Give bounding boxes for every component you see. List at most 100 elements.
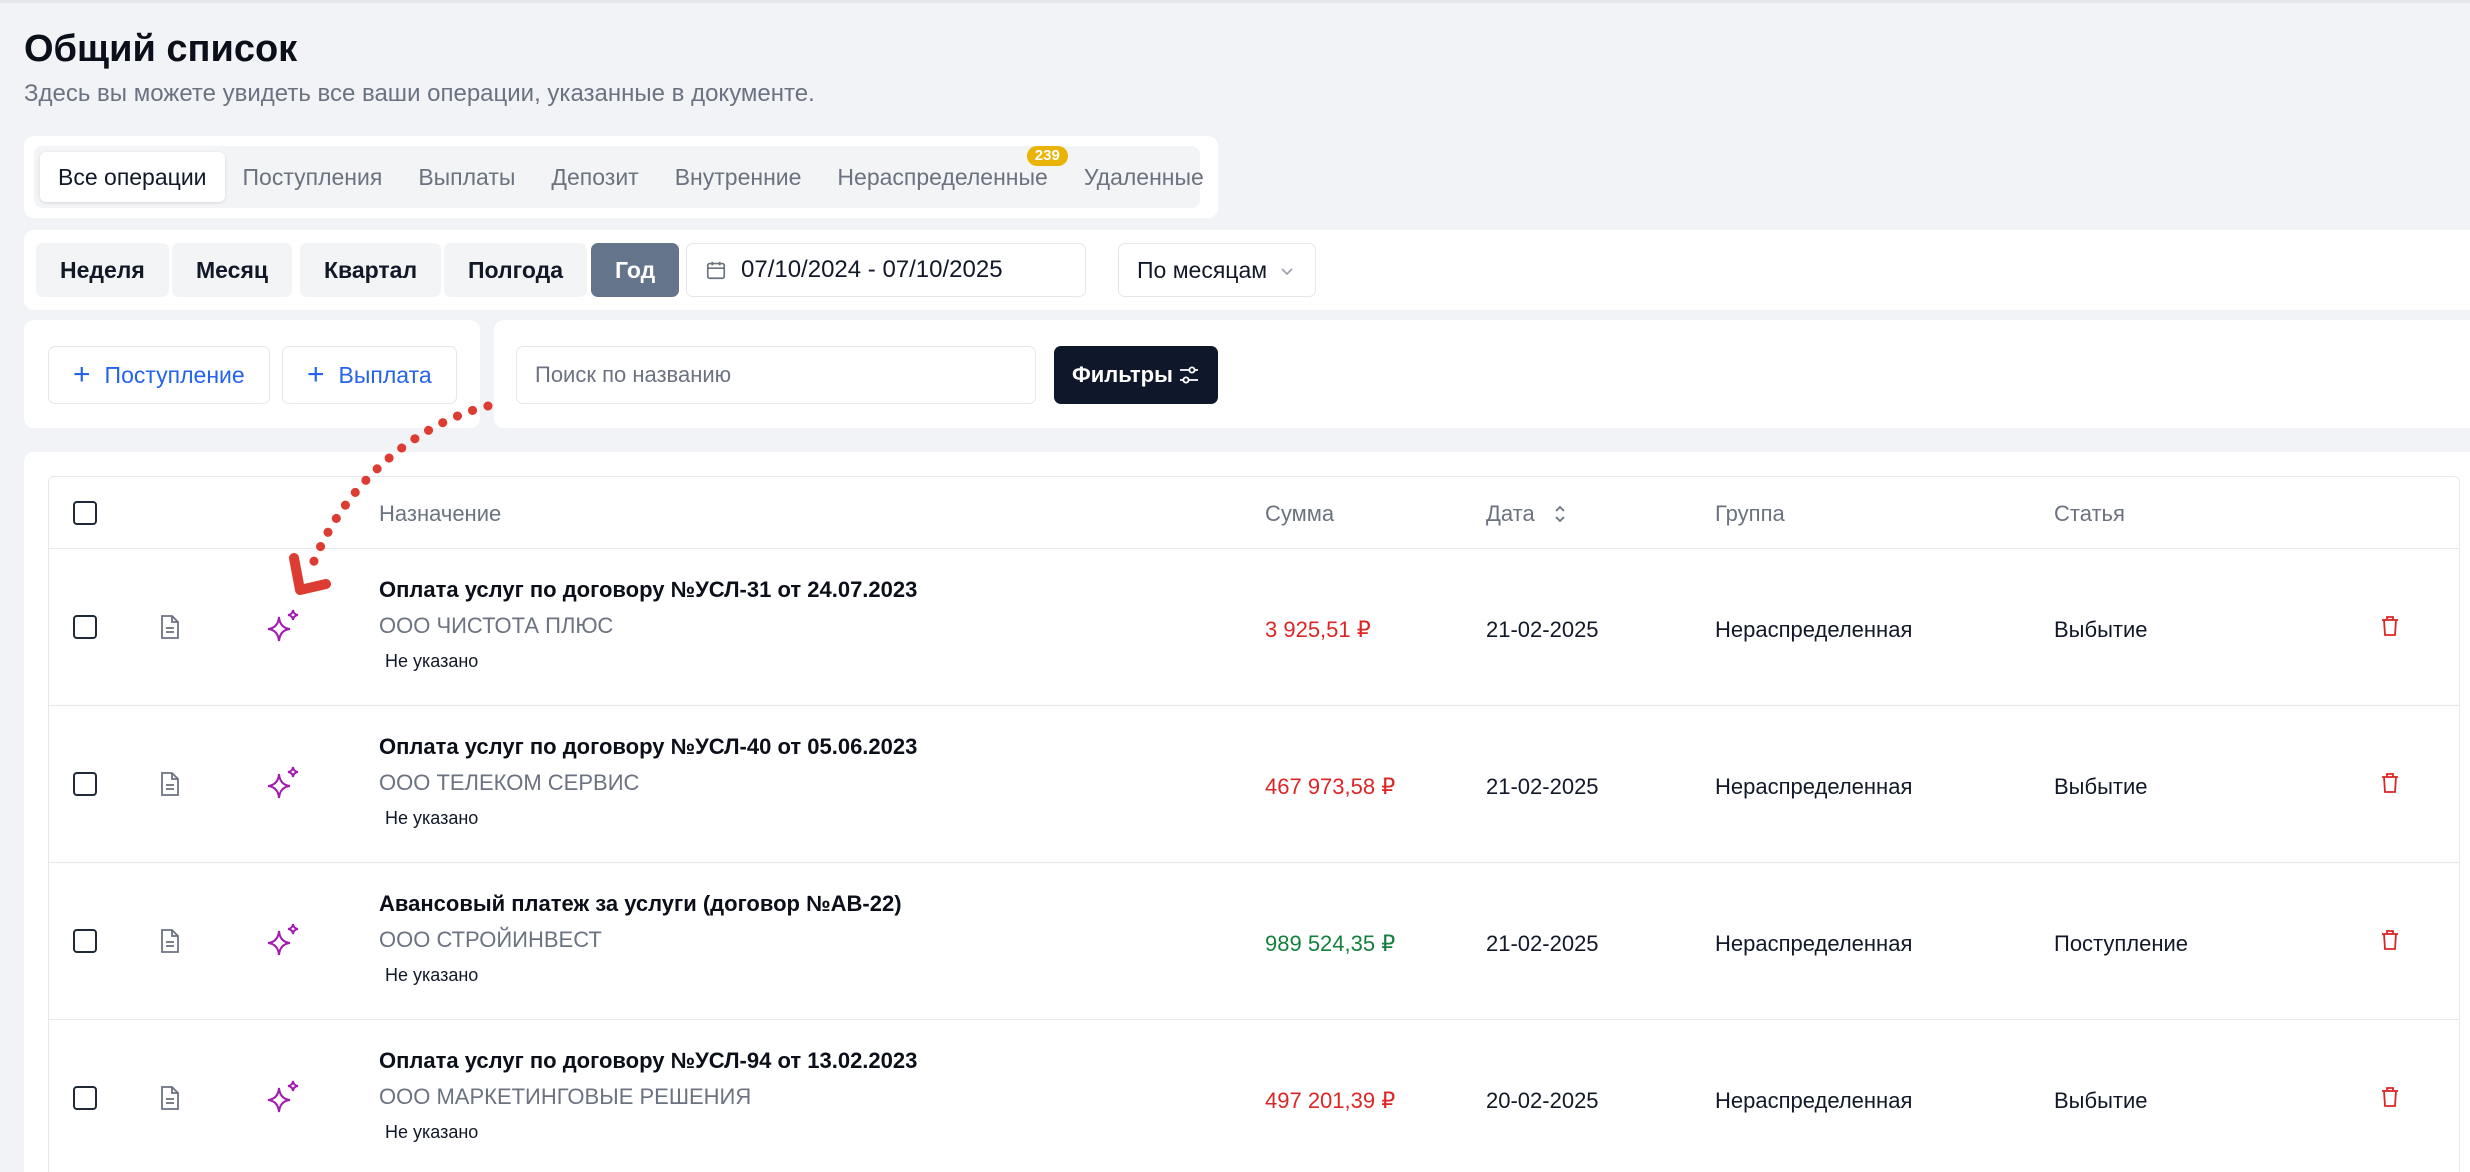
operation-article: Выбытие [2054, 1088, 2148, 1113]
operation-sum: 989 524,35 ₽ [1265, 931, 1396, 956]
sparkles-icon[interactable] [263, 607, 303, 647]
operation-note: Не указано [385, 651, 479, 671]
operation-note: Не указано [385, 808, 479, 828]
row-checkbox[interactable] [73, 615, 97, 639]
date-range-picker[interactable]: 07/10/2024 - 07/10/2025 [686, 243, 1086, 297]
trash-icon[interactable] [2381, 929, 2399, 951]
operation-group: Нераспределенная [1715, 617, 1913, 642]
tab-label: Удаленные [1083, 163, 1204, 190]
top-divider [0, 0, 2470, 3]
tab-label: Все операции [58, 163, 207, 190]
column-article: Статья [2054, 501, 2125, 526]
row-checkbox[interactable] [73, 1086, 97, 1110]
table-row: Авансовый платеж за услуги (договор №АВ-… [49, 863, 2459, 1020]
operation-sum: 467 973,58 ₽ [1265, 774, 1396, 799]
counterparty: ООО МАРКЕТИНГОВЫЕ РЕШЕНИЯ [379, 1084, 752, 1109]
sparkles-icon[interactable] [263, 921, 303, 961]
column-date-label: Дата [1486, 501, 1535, 526]
tab-label: Поступления [242, 163, 383, 190]
operation-group: Нераспределенная [1715, 1088, 1913, 1113]
counterparty: ООО ТЕЛЕКОМ СЕРВИС [379, 770, 640, 795]
operation-date: 20-02-2025 [1486, 1088, 1599, 1113]
period-month-button[interactable]: Месяц [172, 243, 292, 297]
operation-note: Не указано [385, 1122, 479, 1142]
sort-icon[interactable] [1553, 505, 1567, 523]
plus-icon: + [307, 358, 325, 391]
sparkles-icon[interactable] [263, 764, 303, 804]
sliders-icon [1180, 366, 1198, 384]
operation-article: Выбытие [2054, 774, 2148, 799]
period-quarter-button[interactable]: Квартал [300, 243, 442, 297]
add-income-label: Поступление [104, 361, 245, 388]
add-payout-button[interactable]: + Выплата [282, 346, 457, 404]
operation-article: Поступление [2054, 931, 2189, 956]
operation-group: Нераспределенная [1715, 931, 1913, 956]
operation-sum: 497 201,39 ₽ [1265, 1088, 1396, 1113]
column-sum: Сумма [1265, 501, 1335, 526]
operation-note: Не указано [385, 965, 479, 985]
trash-icon[interactable] [2381, 1086, 2399, 1108]
unallocated-count-badge: 239 [1026, 146, 1068, 166]
tab-label: Депозит [551, 163, 639, 190]
document-icon[interactable] [159, 771, 181, 797]
operation-date: 21-02-2025 [1486, 931, 1599, 956]
trash-icon[interactable] [2381, 772, 2399, 794]
table-row: Оплата услуг по договору №УСЛ-94 от 13.0… [49, 1020, 2459, 1172]
select-all-checkbox[interactable] [73, 501, 97, 525]
table-header: Назначение Сумма Дата Группа Статья [49, 477, 2459, 549]
document-icon[interactable] [159, 614, 181, 640]
trash-icon[interactable] [2381, 615, 2399, 637]
period-week-button[interactable]: Неделя [36, 243, 169, 297]
document-icon[interactable] [159, 928, 181, 954]
tab-label: Внутренние [674, 163, 802, 190]
column-date[interactable]: Дата [1486, 501, 1567, 527]
counterparty: ООО ЧИСТОТА ПЛЮС [379, 613, 614, 638]
tab-internal[interactable]: Внутренние [657, 152, 820, 202]
column-purpose: Назначение [379, 501, 502, 526]
tab-label: Выплаты [418, 163, 516, 190]
operation-date: 21-02-2025 [1486, 774, 1599, 799]
operation-title: Оплата услуг по договору №УСЛ-94 от 13.0… [379, 1048, 918, 1073]
date-range-value: 07/10/2024 - 07/10/2025 [741, 256, 1003, 283]
page-title: Общий список [24, 28, 298, 70]
operation-date: 21-02-2025 [1486, 617, 1599, 642]
operation-title: Оплата услуг по договору №УСЛ-31 от 24.0… [379, 577, 918, 602]
period-halfyear-button[interactable]: Полгода [444, 243, 588, 297]
filters-label: Фильтры [1072, 362, 1173, 387]
search-input[interactable] [516, 346, 1036, 404]
sparkles-icon[interactable] [263, 1078, 303, 1118]
search-card: Фильтры [494, 320, 2470, 428]
counterparty: ООО СТРОЙИНВЕСТ [379, 927, 602, 952]
tab-unallocated[interactable]: Нераспределенные 239 [819, 146, 1068, 202]
tab-all-operations[interactable]: Все операции [40, 152, 225, 202]
document-icon[interactable] [159, 1085, 181, 1111]
tab-incomes[interactable]: Поступления [225, 152, 401, 202]
table-row: Оплата услуг по договору №УСЛ-40 от 05.0… [49, 706, 2459, 863]
plus-icon: + [73, 358, 91, 391]
operation-title: Оплата услуг по договору №УСЛ-40 от 05.0… [379, 734, 918, 759]
operation-article: Выбытие [2054, 617, 2148, 642]
tab-payouts[interactable]: Выплаты [400, 152, 533, 202]
column-group: Группа [1715, 501, 1785, 526]
operation-tabs: Все операции Поступления Выплаты Депозит… [34, 146, 1204, 208]
grouping-value: По месяцам [1137, 256, 1268, 283]
period-year-button[interactable]: Год [591, 243, 680, 297]
tab-deposit[interactable]: Депозит [533, 152, 656, 202]
period-bar: Неделя Месяц Квартал Полгода Год 07/10/2… [24, 230, 2470, 310]
tab-label: Нераспределенные [837, 163, 1048, 190]
add-income-button[interactable]: + Поступление [48, 346, 270, 404]
page-subtitle: Здесь вы можете увидеть все ваши операци… [24, 80, 815, 107]
operations-table-card: Назначение Сумма Дата Группа Статья Опла… [24, 452, 2470, 1172]
grouping-select[interactable]: По месяцам [1118, 243, 1316, 297]
row-checkbox[interactable] [73, 929, 97, 953]
calendar-icon [706, 261, 726, 280]
tabs-card: Все операции Поступления Выплаты Депозит… [24, 136, 1218, 218]
filters-button[interactable]: Фильтры [1054, 346, 1218, 404]
tab-deleted[interactable]: Удаленные [1066, 152, 1222, 202]
chevron-down-icon [1281, 268, 1293, 276]
row-checkbox[interactable] [73, 772, 97, 796]
table-row: Оплата услуг по договору №УСЛ-31 от 24.0… [49, 549, 2459, 706]
add-payout-label: Выплата [338, 361, 432, 388]
operation-sum: 3 925,51 ₽ [1265, 617, 1371, 642]
